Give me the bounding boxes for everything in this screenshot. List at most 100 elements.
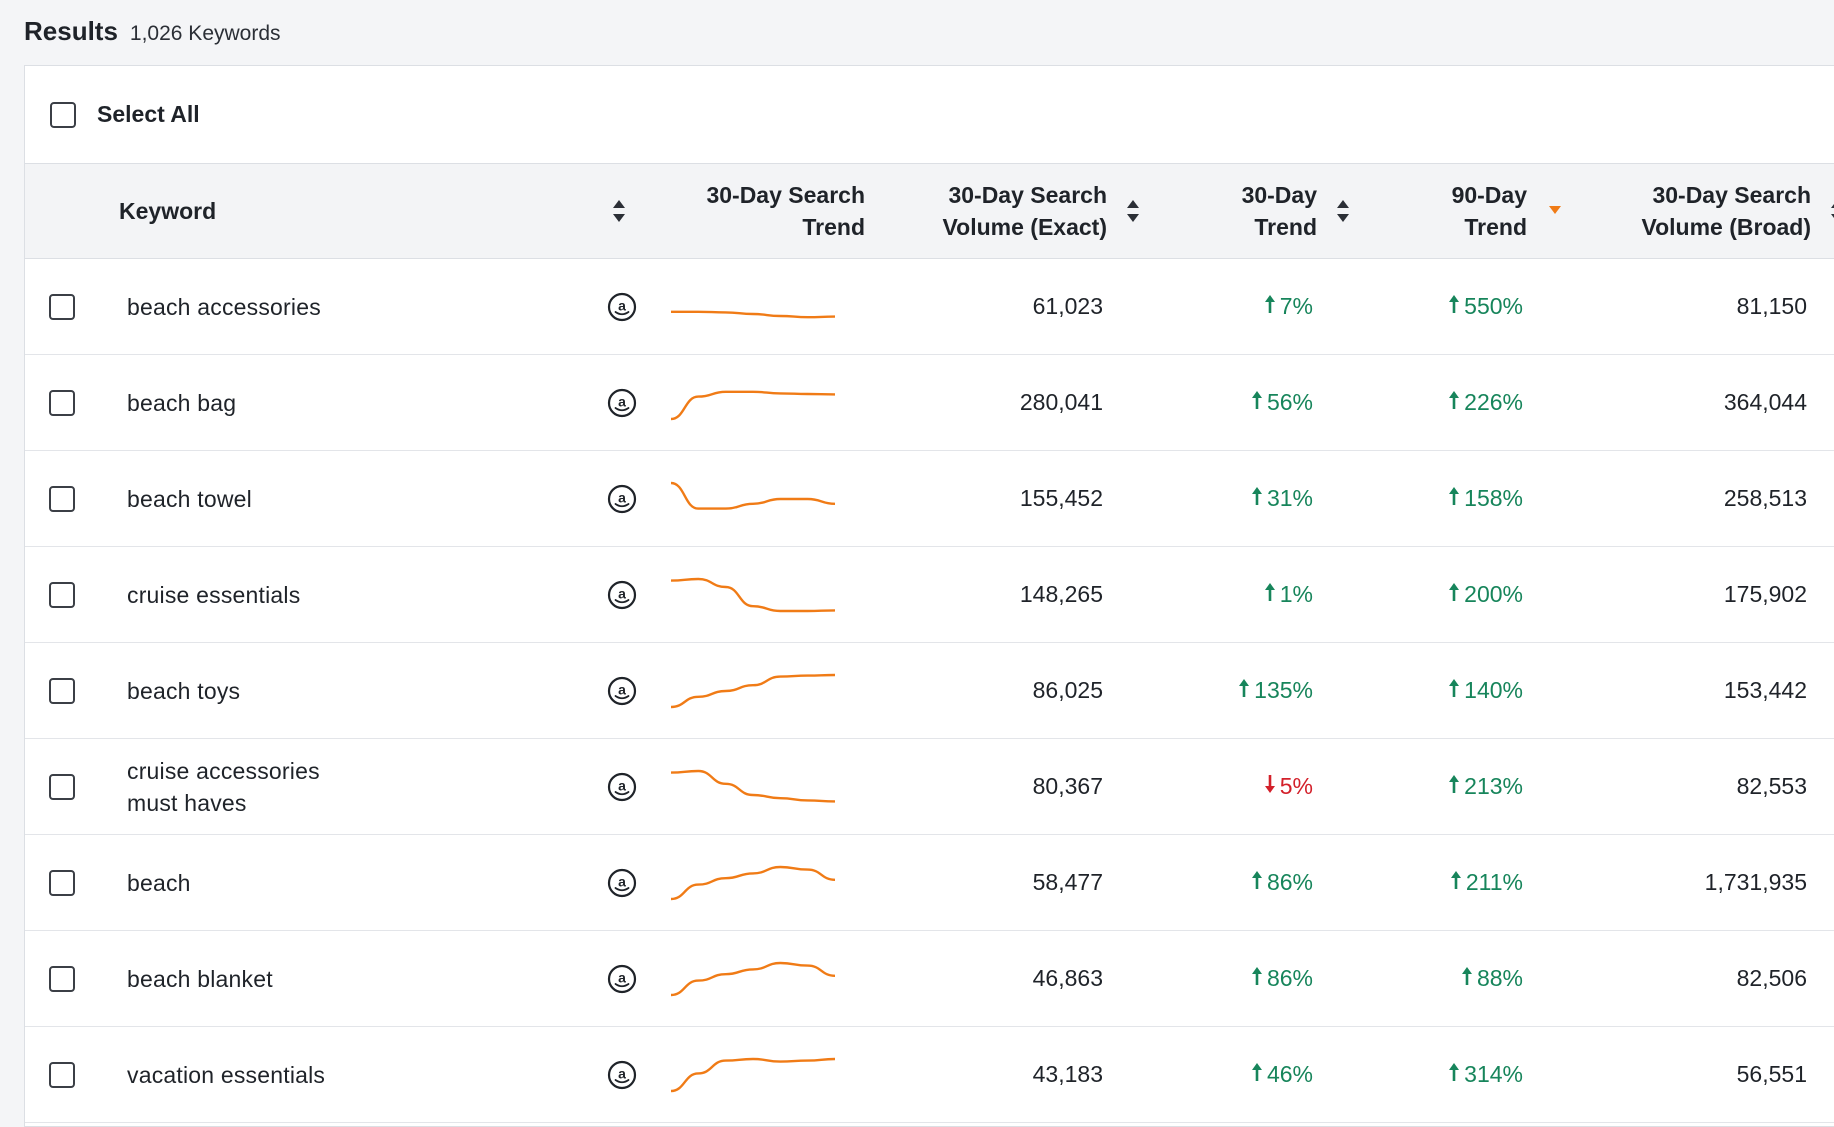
arrow-up-icon xyxy=(1264,581,1276,608)
trend-30-day-value: 1% xyxy=(1264,581,1313,608)
svg-text:a: a xyxy=(618,681,626,697)
svg-text:a: a xyxy=(618,489,626,505)
trend-30-day-value: 31% xyxy=(1251,485,1313,512)
amazon-icon[interactable]: a xyxy=(607,451,637,546)
arrow-up-icon xyxy=(1251,485,1263,512)
volume-broad-value: 82,553 xyxy=(1736,773,1807,799)
svg-text:a: a xyxy=(618,969,626,985)
volume-broad-value: 81,150 xyxy=(1736,293,1807,319)
trend-90-day-value: 158% xyxy=(1448,485,1523,512)
arrow-up-icon xyxy=(1448,773,1460,800)
trend-90-day-value: 213% xyxy=(1448,773,1523,800)
row-checkbox[interactable] xyxy=(49,773,75,800)
trend-30-day-value: 5% xyxy=(1264,773,1313,800)
arrow-up-icon xyxy=(1450,869,1462,896)
search-trend-sparkline xyxy=(671,1027,835,1122)
svg-text:a: a xyxy=(618,393,626,409)
search-trend-sparkline xyxy=(671,355,835,450)
arrow-up-icon xyxy=(1448,389,1460,416)
table-row: beach a 58,477 86% 211% 1,731,935 xyxy=(25,835,1834,931)
trend-30-day-value: 7% xyxy=(1264,293,1313,320)
keyword-text[interactable]: cruise accessories must haves xyxy=(127,757,320,816)
trend-90-day-value: 314% xyxy=(1448,1061,1523,1088)
trend-30-day-value: 86% xyxy=(1251,869,1313,896)
keyword-text[interactable]: beach bag xyxy=(127,389,237,416)
row-checkbox[interactable] xyxy=(49,581,75,608)
keyword-results-table: Select All Keyword 30-Day Search Trend 30… xyxy=(24,65,1834,1127)
table-row: beach bag a 280,041 56% 226% 364,044 xyxy=(25,355,1834,451)
arrow-up-icon xyxy=(1251,389,1263,416)
table-row: cruise essentials a 148,265 1% 200% 175,902 xyxy=(25,547,1834,643)
trend-90-day-value: 211% xyxy=(1450,869,1523,896)
row-checkbox[interactable] xyxy=(49,869,75,896)
trend-90-day-value: 200% xyxy=(1448,581,1523,608)
sort-keyword-icon[interactable] xyxy=(612,164,626,258)
trend-30-day-value: 46% xyxy=(1251,1061,1313,1088)
trend-30-day-value: 56% xyxy=(1251,389,1313,416)
column-header-keyword[interactable]: Keyword xyxy=(119,198,217,224)
arrow-up-icon xyxy=(1264,293,1276,320)
results-header: Results 1,026 Keywords xyxy=(24,16,281,50)
volume-exact-value: 43,183 xyxy=(1032,1061,1103,1087)
keyword-text[interactable]: beach blanket xyxy=(127,965,273,992)
arrow-down-icon xyxy=(1264,773,1276,800)
sort-volume-broad-icon[interactable] xyxy=(1830,164,1834,258)
row-checkbox[interactable] xyxy=(49,293,75,320)
keyword-text[interactable]: vacation essentials xyxy=(127,1061,326,1088)
table-row: cruise accessories must haves a 80,367 5% 213… xyxy=(25,739,1834,835)
keyword-text[interactable]: beach toys xyxy=(127,677,241,704)
arrow-up-icon xyxy=(1448,677,1460,704)
keyword-rows: beach accessories a 61,023 7% 550% 81,150 beac… xyxy=(25,259,1834,1123)
select-all-bar: Select All xyxy=(25,66,1834,164)
volume-exact-value: 155,452 xyxy=(1019,485,1103,511)
row-checkbox[interactable] xyxy=(49,677,75,704)
volume-broad-value: 364,044 xyxy=(1723,389,1807,415)
row-checkbox[interactable] xyxy=(49,485,75,512)
svg-text:a: a xyxy=(618,873,626,889)
trend-90-day-value: 88% xyxy=(1461,965,1523,992)
amazon-icon[interactable]: a xyxy=(607,355,637,450)
column-header-row: Keyword 30-Day Search Trend 30-Day Search… xyxy=(25,164,1834,259)
volume-broad-value: 1,731,935 xyxy=(1704,869,1807,895)
amazon-icon[interactable]: a xyxy=(607,931,637,1026)
amazon-icon[interactable]: a xyxy=(607,1027,637,1122)
row-checkbox[interactable] xyxy=(49,1061,75,1088)
amazon-icon[interactable]: a xyxy=(607,259,637,354)
volume-exact-value: 46,863 xyxy=(1032,965,1103,991)
column-header-volume-exact[interactable]: 30-Day Search Volume (Exact) xyxy=(942,182,1107,240)
column-header-30-day-trend[interactable]: 30-Day Trend xyxy=(1241,182,1317,240)
row-checkbox[interactable] xyxy=(49,389,75,416)
sort-30-day-trend-icon[interactable] xyxy=(1336,164,1350,258)
amazon-icon[interactable]: a xyxy=(607,643,637,738)
volume-broad-value: 258,513 xyxy=(1723,485,1807,511)
column-header-search-trend[interactable]: 30-Day Search Trend xyxy=(706,182,865,240)
trend-30-day-value: 86% xyxy=(1251,965,1313,992)
volume-exact-value: 148,265 xyxy=(1019,581,1103,607)
svg-text:a: a xyxy=(618,585,626,601)
column-header-volume-broad[interactable]: 30-Day Search Volume (Broad) xyxy=(1641,182,1811,240)
svg-text:a: a xyxy=(618,297,626,313)
volume-exact-value: 61,023 xyxy=(1032,293,1103,319)
arrow-up-icon xyxy=(1448,581,1460,608)
select-all-checkbox[interactable] xyxy=(50,101,76,128)
keyword-text[interactable]: beach towel xyxy=(127,485,252,512)
sort-90-day-trend-active-icon[interactable] xyxy=(1548,164,1562,258)
volume-exact-value: 80,367 xyxy=(1032,773,1103,799)
arrow-up-icon xyxy=(1238,677,1250,704)
arrow-up-icon xyxy=(1448,485,1460,512)
amazon-icon[interactable]: a xyxy=(607,739,637,834)
row-checkbox[interactable] xyxy=(49,965,75,992)
keyword-text[interactable]: beach accessories xyxy=(127,293,321,320)
search-trend-sparkline xyxy=(671,931,835,1026)
volume-broad-value: 153,442 xyxy=(1723,677,1807,703)
keyword-text[interactable]: cruise essentials xyxy=(127,581,301,608)
amazon-icon[interactable]: a xyxy=(607,835,637,930)
trend-90-day-value: 226% xyxy=(1448,389,1523,416)
search-trend-sparkline xyxy=(671,451,835,546)
volume-exact-value: 280,041 xyxy=(1019,389,1103,415)
amazon-icon[interactable]: a xyxy=(607,547,637,642)
keyword-text[interactable]: beach xyxy=(127,869,191,896)
column-header-90-day-trend[interactable]: 90-Day Trend xyxy=(1451,182,1527,240)
sort-volume-exact-icon[interactable] xyxy=(1126,164,1140,258)
svg-text:a: a xyxy=(618,1065,626,1081)
